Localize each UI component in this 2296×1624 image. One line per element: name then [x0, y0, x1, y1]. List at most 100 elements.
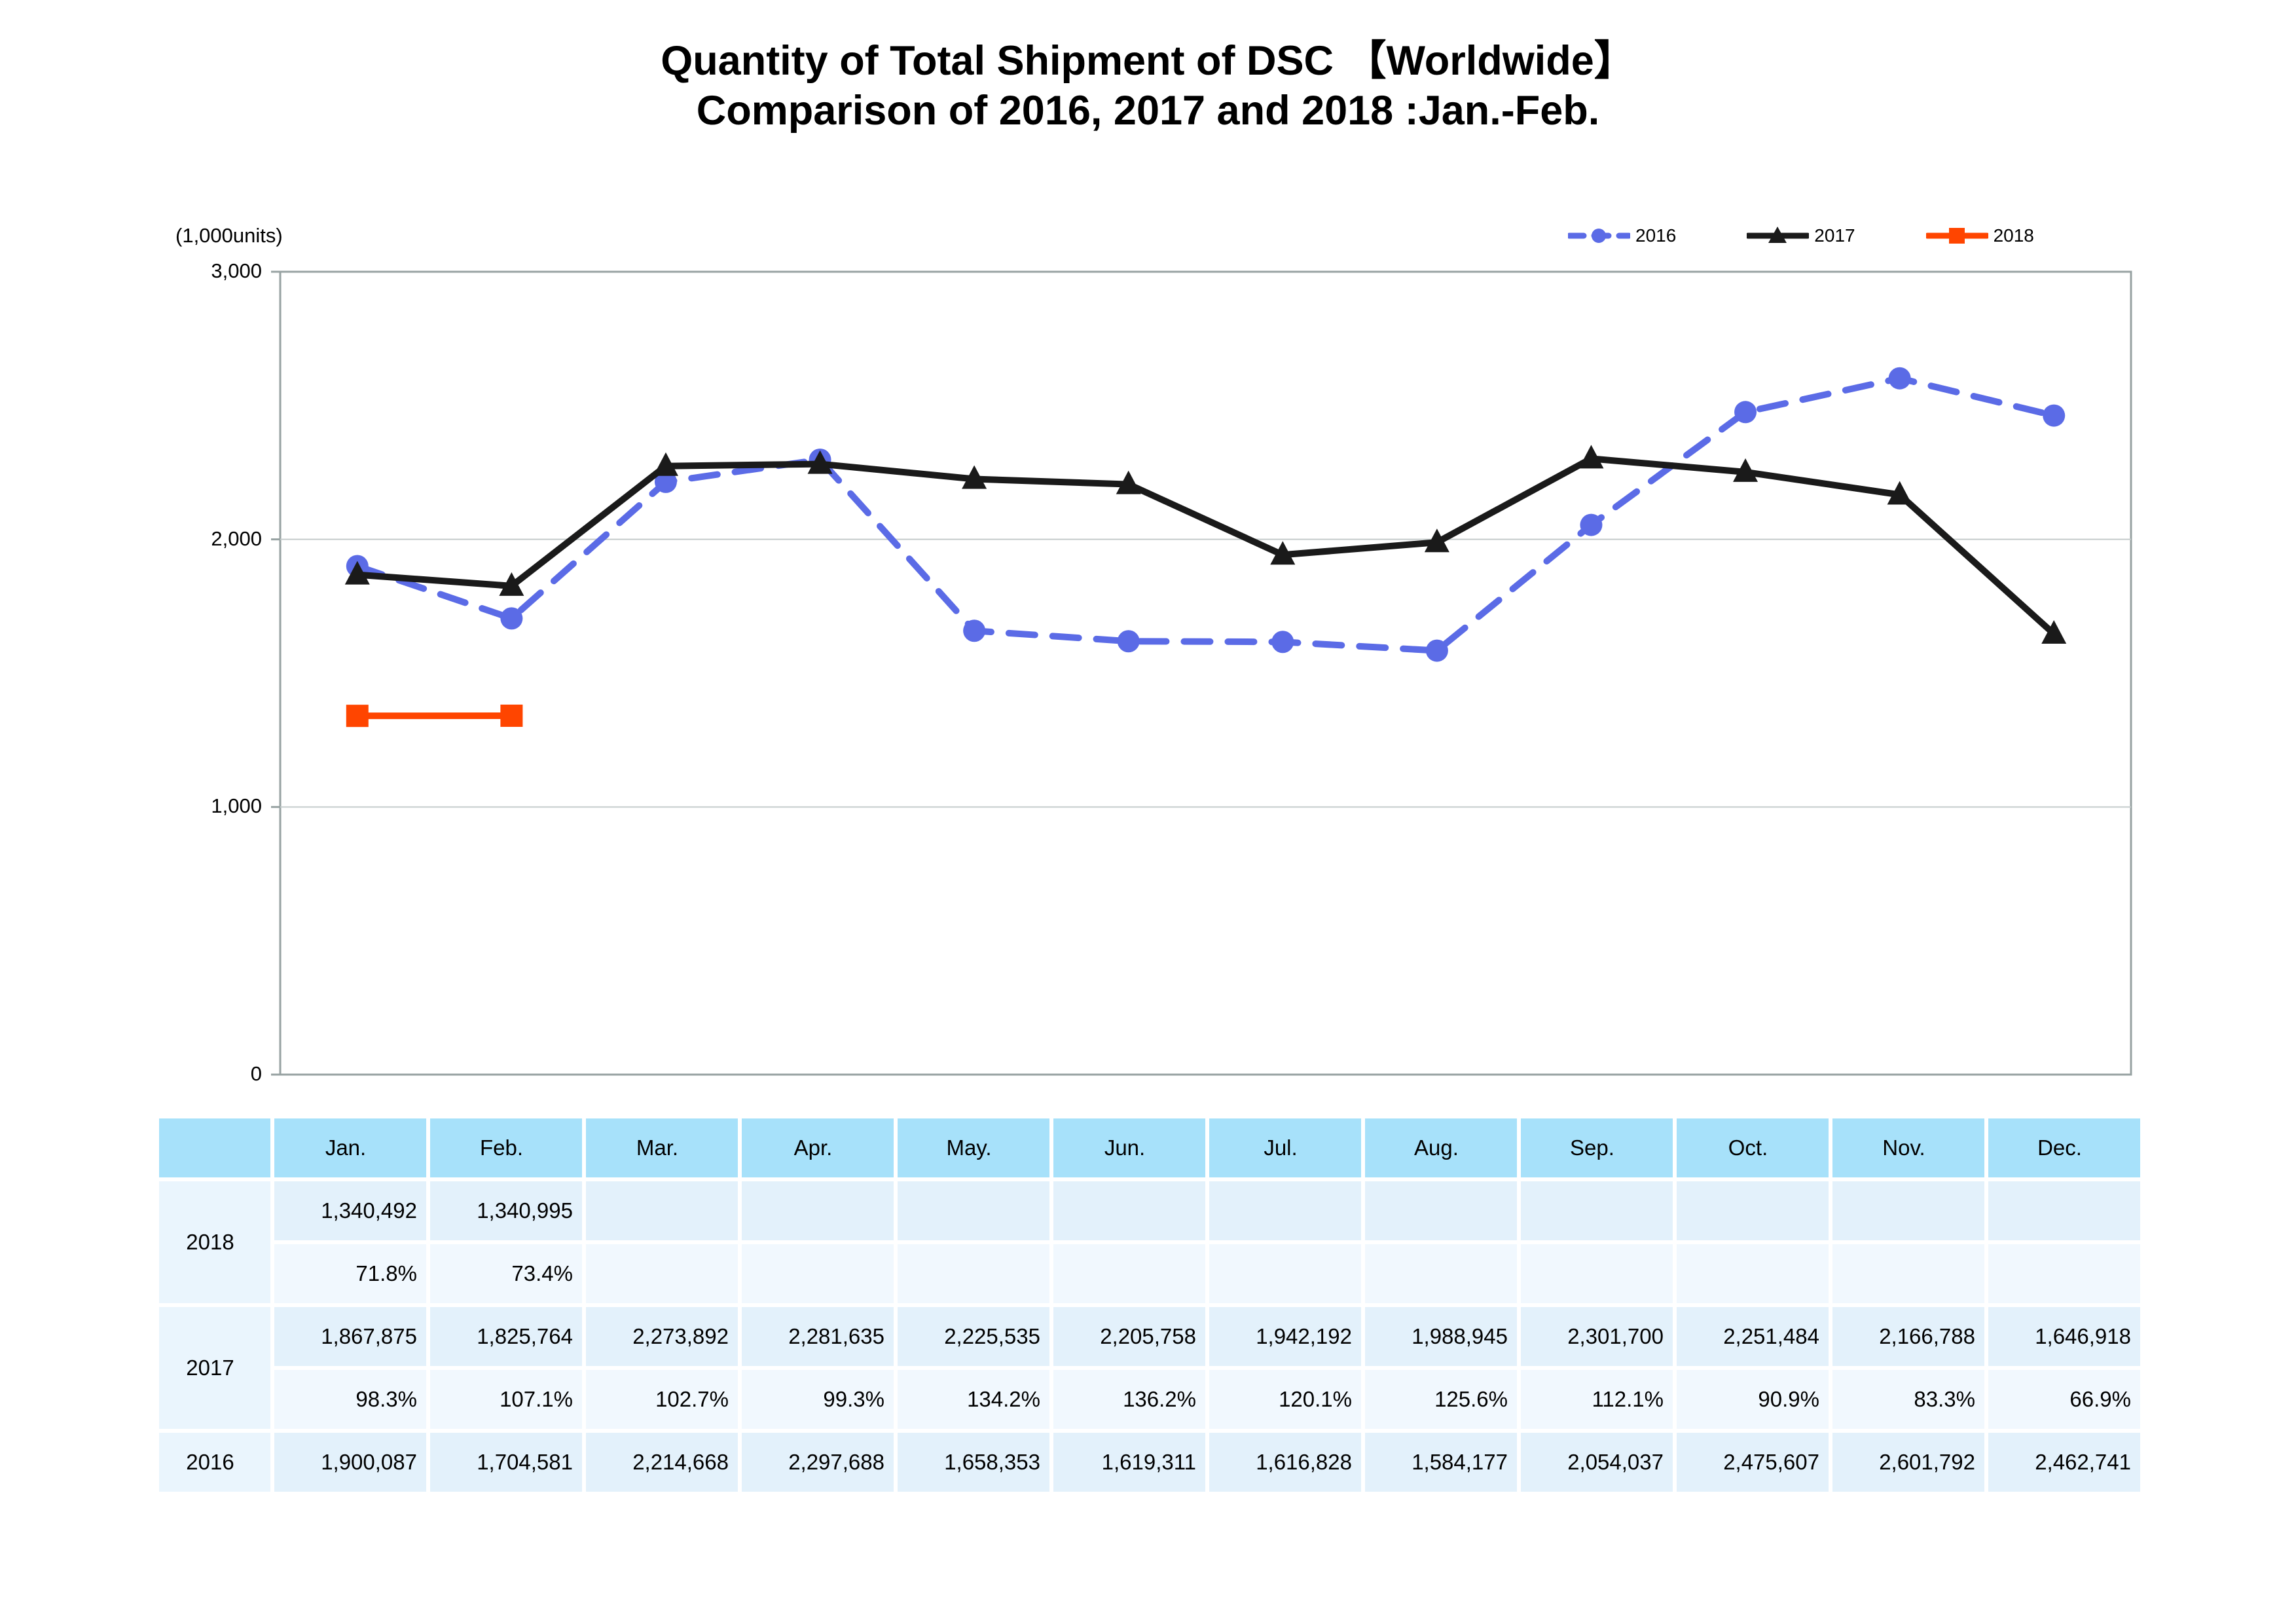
series-2017-line: [354, 455, 2058, 637]
y-axis-unit-label: (1,000units): [175, 224, 283, 247]
value-cell: [1365, 1181, 1517, 1240]
data-point-circle-marker: [1425, 639, 1448, 662]
table-header-row: Jan. Feb. Mar. Apr. May. Jun. Jul. Aug. Sep. Oct.…: [159, 1118, 2140, 1177]
header-cell-sep: Sep.: [1521, 1118, 1673, 1177]
value-cell: 1,704,581: [430, 1433, 582, 1492]
percent-cell: 134.2%: [898, 1370, 1049, 1429]
data-point-triangle-marker: [1887, 481, 1912, 505]
legend-label: 2016: [1635, 225, 1677, 246]
header-cell-oct: Oct.: [1677, 1118, 1829, 1177]
value-cell: 2,166,788: [1832, 1307, 1984, 1366]
percent-cell: [742, 1244, 894, 1303]
value-cell: 2,251,484: [1677, 1307, 1829, 1366]
table-row-2017-values: 2017 1,867,875 1,825,764 2,273,892 2,281,635…: [159, 1307, 2140, 1429]
percent-cell: [1053, 1244, 1205, 1303]
value-cell: 1,658,353: [898, 1433, 1049, 1492]
legend-swatch-2018: [1925, 228, 1988, 244]
data-point-triangle-marker: [807, 450, 833, 474]
y-tick-label-3,000: 3,000: [211, 259, 262, 282]
data-point-triangle-marker: [499, 572, 524, 596]
percent-cell: [1677, 1244, 1829, 1303]
value-cell: 1,867,875: [274, 1307, 426, 1366]
value-cell: [586, 1181, 738, 1240]
value-cell: 1,619,311: [1053, 1433, 1205, 1492]
year-cell-2018: 2018: [159, 1181, 270, 1303]
data-point-triangle-marker: [653, 452, 678, 476]
data-point-circle-marker: [1734, 401, 1757, 424]
legend-square-marker-icon: [1948, 228, 1965, 244]
percent-cell: 136.2%: [1053, 1370, 1205, 1429]
plot-area-frame: [279, 270, 2132, 1076]
data-point-circle-marker: [654, 470, 677, 493]
value-cell: [742, 1181, 894, 1240]
percent-cell: [1988, 1244, 2140, 1303]
data-point-triangle-marker: [1578, 445, 1604, 469]
chart-legend: 2016 2017 2018: [1568, 224, 2034, 248]
data-point-triangle-marker: [2041, 619, 2067, 644]
value-cell: [1209, 1181, 1361, 1240]
value-cell: 1,988,945: [1365, 1307, 1517, 1366]
value-cell: 1,900,087: [274, 1433, 426, 1492]
corner-cell: [159, 1118, 270, 1177]
legend-item-2017: 2017: [1747, 224, 1855, 248]
data-point-triangle-marker: [344, 561, 370, 585]
data-point-circle-marker: [2043, 404, 2066, 427]
data-point-square-marker: [346, 705, 369, 728]
series-2018: [346, 704, 523, 728]
value-cell: 2,205,758: [1053, 1307, 1205, 1366]
chart-title-line2: Comparison of 2016, 2017 and 2018 :Jan.-…: [696, 88, 1600, 134]
value-cell: 1,616,828: [1209, 1433, 1361, 1492]
legend-swatch-2016: [1568, 229, 1630, 243]
percent-cell: [1209, 1244, 1361, 1303]
percent-cell: 83.3%: [1832, 1370, 1984, 1429]
legend-item-2018: 2018: [1925, 224, 2034, 248]
data-point-triangle-marker: [1733, 458, 1758, 482]
percent-cell: 102.7%: [586, 1370, 738, 1429]
percent-cell: 73.4%: [430, 1244, 582, 1303]
value-cell: 2,475,607: [1677, 1433, 1829, 1492]
y-tick-label-0: 0: [250, 1062, 262, 1085]
value-cell: [1677, 1181, 1829, 1240]
legend-triangle-marker-icon: [1768, 227, 1787, 243]
legend-circle-marker-icon: [1592, 229, 1606, 243]
value-cell: 2,601,792: [1832, 1433, 1984, 1492]
value-cell: 2,054,037: [1521, 1433, 1673, 1492]
value-cell: [1988, 1181, 2140, 1240]
value-cell: 2,297,688: [742, 1433, 894, 1492]
y-tick-label-1,000: 1,000: [211, 794, 262, 818]
year-cell-2016: 2016: [159, 1433, 270, 1492]
percent-cell: 71.8%: [274, 1244, 426, 1303]
table-row-2017-percents: 98.3% 107.1% 102.7% 99.3% 134.2% 136.2% 120.1%…: [159, 1370, 2140, 1429]
table-row-2016-values: 2016 1,900,087 1,704,581 2,214,668 2,297,688…: [159, 1433, 2140, 1492]
data-point-circle-marker: [1117, 630, 1140, 653]
header-cell-apr: Apr.: [742, 1118, 894, 1177]
table-row-2018-values: 2018 1,340,492 1,340,995: [159, 1181, 2140, 1303]
legend-label: 2018: [1993, 225, 2034, 246]
value-cell: 1,340,995: [430, 1181, 582, 1240]
value-cell: [1053, 1181, 1205, 1240]
percent-cell: 99.3%: [742, 1370, 894, 1429]
legend-label: 2017: [1814, 225, 1855, 246]
legend-swatch-2017: [1747, 227, 1810, 243]
header-cell-jun: Jun.: [1053, 1118, 1205, 1177]
data-point-triangle-marker: [962, 465, 987, 489]
data-point-circle-marker: [963, 619, 986, 642]
value-cell: 2,273,892: [586, 1307, 738, 1366]
table-row-2018-percents: 71.8% 73.4%: [159, 1244, 2140, 1303]
value-cell: 2,462,741: [1988, 1433, 2140, 1492]
value-cell: 2,225,535: [898, 1307, 1049, 1366]
header-cell-may: May.: [898, 1118, 1049, 1177]
value-cell: 1,340,492: [274, 1181, 426, 1240]
value-cell: 1,825,764: [430, 1307, 582, 1366]
percent-cell: 107.1%: [430, 1370, 582, 1429]
header-cell-jan: Jan.: [274, 1118, 426, 1177]
value-cell: 1,646,918: [1988, 1307, 2140, 1366]
data-point-circle-marker: [1888, 367, 1911, 390]
percent-cell: 125.6%: [1365, 1370, 1517, 1429]
percent-cell: [1832, 1244, 1984, 1303]
data-point-circle-marker: [1271, 631, 1294, 654]
y-tick-label-2,000: 2,000: [211, 526, 262, 550]
value-cell: [1832, 1181, 1984, 1240]
header-cell-feb: Feb.: [430, 1118, 582, 1177]
